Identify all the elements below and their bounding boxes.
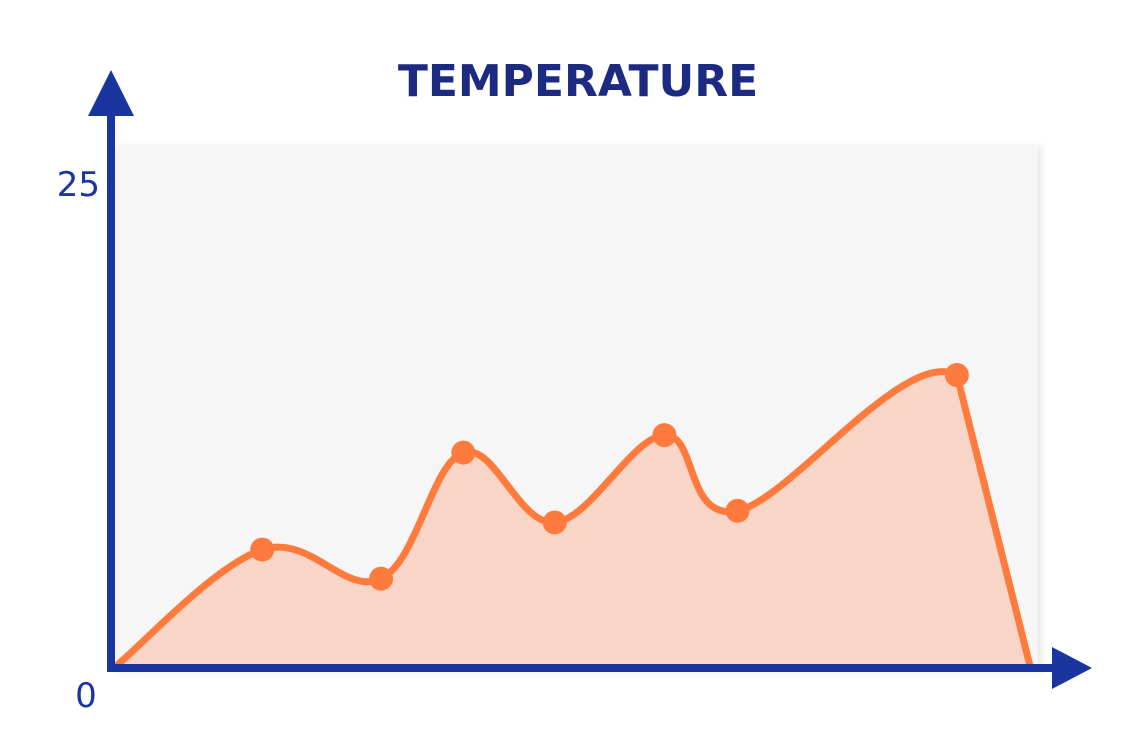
data-point-marker [725, 498, 750, 523]
data-point-marker [369, 566, 394, 591]
y-axis-arrow-icon [88, 70, 134, 116]
x-axis-arrow-icon [1052, 647, 1092, 689]
y-tick-label: 25 [57, 165, 100, 205]
chart-title: TEMPERATURE [398, 56, 758, 107]
data-point-marker [250, 537, 275, 562]
data-point-marker [944, 363, 969, 387]
data-markers [250, 363, 969, 591]
data-point-marker [451, 440, 476, 465]
data-point-marker [542, 510, 567, 535]
y-tick-label: 0 [75, 676, 97, 716]
y-tick-labels: 0 25 [57, 165, 100, 716]
data-point-marker [652, 423, 677, 448]
